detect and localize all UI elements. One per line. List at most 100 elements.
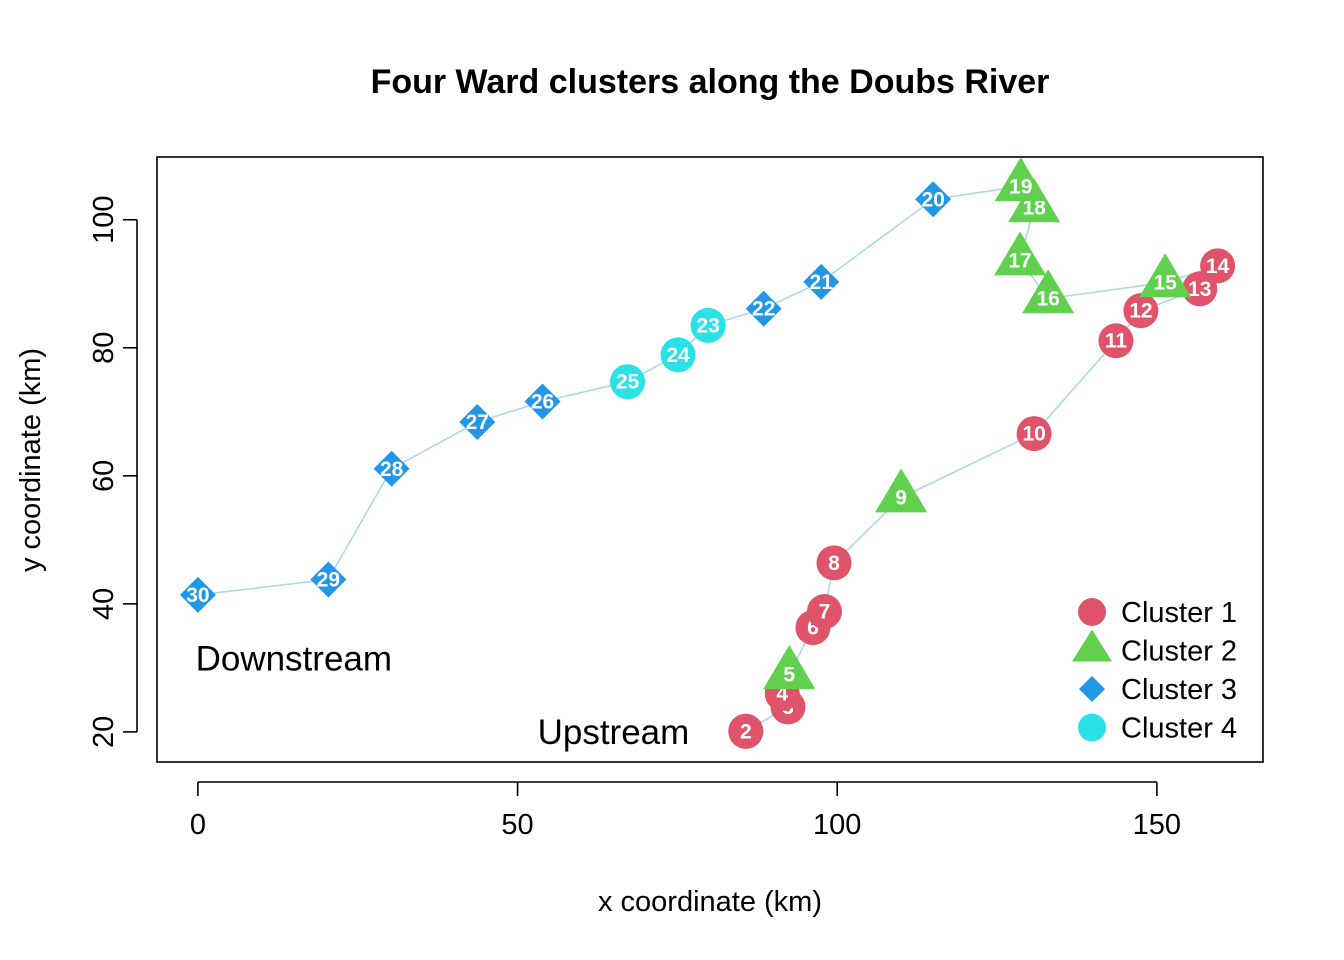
site-marker [690,307,726,343]
site-point: 12 [1123,293,1159,329]
site-marker [1022,269,1075,314]
site-label: 20 [921,188,944,211]
x-axis-label: x coordinate (km) [598,886,822,918]
legend-label: Cluster 2 [1121,636,1237,668]
site-label: 16 [1037,287,1060,310]
site-marker [745,290,782,327]
site-label: 27 [466,411,489,434]
legend-item: Cluster 4 [1078,713,1237,745]
legend-marker [1078,598,1106,626]
site-label: 24 [666,344,690,367]
site-label: 18 [1022,197,1046,220]
site-point: 25 [610,364,646,400]
site-label: 29 [317,569,340,592]
site-point: 27 [459,404,496,441]
x-tick-label: 50 [501,809,533,841]
site-label: 17 [1008,250,1031,273]
legend: Cluster 1 Cluster 2 Cluster 3 Cluster 4 [1072,597,1237,745]
site-marker [1139,253,1192,298]
site-point: 30 [179,576,216,613]
site-markers: 1234567891011121314151617181920212223242… [179,157,1236,749]
legend-marker [1078,713,1106,742]
site-marker [1123,293,1159,329]
legend-label: Cluster 1 [1121,597,1237,629]
site-marker [179,576,216,613]
site-marker [803,263,840,300]
site-marker [728,713,764,749]
site-point: 29 [310,561,347,598]
site-label: 23 [696,314,719,337]
site-label: 15 [1154,271,1178,294]
site-point: 10 [1016,416,1052,452]
site-point: 15 [1139,253,1192,298]
site-point: 17 [994,231,1047,276]
site-marker [310,561,347,598]
site-label: 13 [1188,278,1211,301]
site-marker [763,645,816,690]
annotations: Upstream Downstream [196,639,690,752]
site-point: 23 [690,307,726,343]
x-tick-label: 100 [813,809,861,841]
legend-label: Cluster 3 [1121,674,1237,706]
site-marker [994,157,1047,202]
site-label: 5 [783,663,795,686]
y-tick-label: 80 [88,332,120,364]
y-axis: 20 40 60 80 100 [88,196,138,748]
site-label: 6 [807,617,819,640]
y-tick-label: 60 [88,460,120,492]
site-label: 14 [1206,255,1230,278]
site-label: 10 [1022,423,1045,446]
chart-title: Four Ward clusters along the Doubs River [371,63,1050,101]
x-axis: 0 50 100 150 [190,781,1181,841]
site-point: 20 [915,181,952,218]
site-label: 22 [752,298,775,321]
site-label: 25 [616,371,640,394]
legend-item: Cluster 2 [1072,629,1237,668]
legend-item: Cluster 3 [1079,674,1237,706]
plot-area-frame [156,156,1264,763]
site-point: 26 [524,383,561,420]
site-point: 16 [1022,269,1075,314]
legend-marker [1072,629,1112,662]
site-marker [524,383,561,420]
site-marker [1200,248,1236,284]
site-point: 5 [763,645,816,690]
y-tick-label: 40 [88,588,120,620]
site-marker [806,594,842,630]
site-label: 12 [1129,300,1152,323]
site-label: 26 [531,391,554,414]
site-marker [373,450,410,487]
site-point: 11 [1098,323,1134,359]
site-point: 19 [994,157,1047,202]
site-marker [459,404,496,441]
site-marker [875,468,928,513]
site-point: 14 [1200,248,1236,284]
site-marker [1098,323,1134,359]
annotation-text: Upstream [538,713,690,752]
site-marker [915,181,952,218]
site-label: 8 [828,552,840,575]
legend-label: Cluster 4 [1121,713,1237,745]
x-tick-label: 0 [190,809,206,841]
site-point: 24 [660,337,696,373]
site-marker [660,337,696,373]
y-tick-label: 100 [88,196,120,244]
site-label: 2 [740,720,752,743]
y-tick-label: 20 [88,716,120,748]
site-label: 19 [1009,175,1032,198]
legend-item: Cluster 1 [1078,597,1237,629]
site-label: 28 [380,458,404,481]
annotation-text: Downstream [196,639,392,678]
x-tick-label: 150 [1133,809,1181,841]
site-marker [1016,416,1052,452]
site-point: 2 [728,713,764,749]
site-point: 21 [803,263,840,300]
site-label: 30 [186,584,209,607]
site-point: 28 [373,450,410,487]
y-axis-label: y coordinate (km) [15,348,47,572]
legend-marker [1079,676,1105,702]
site-label: 21 [810,271,834,294]
site-label: 9 [895,487,907,510]
site-marker [610,364,646,400]
